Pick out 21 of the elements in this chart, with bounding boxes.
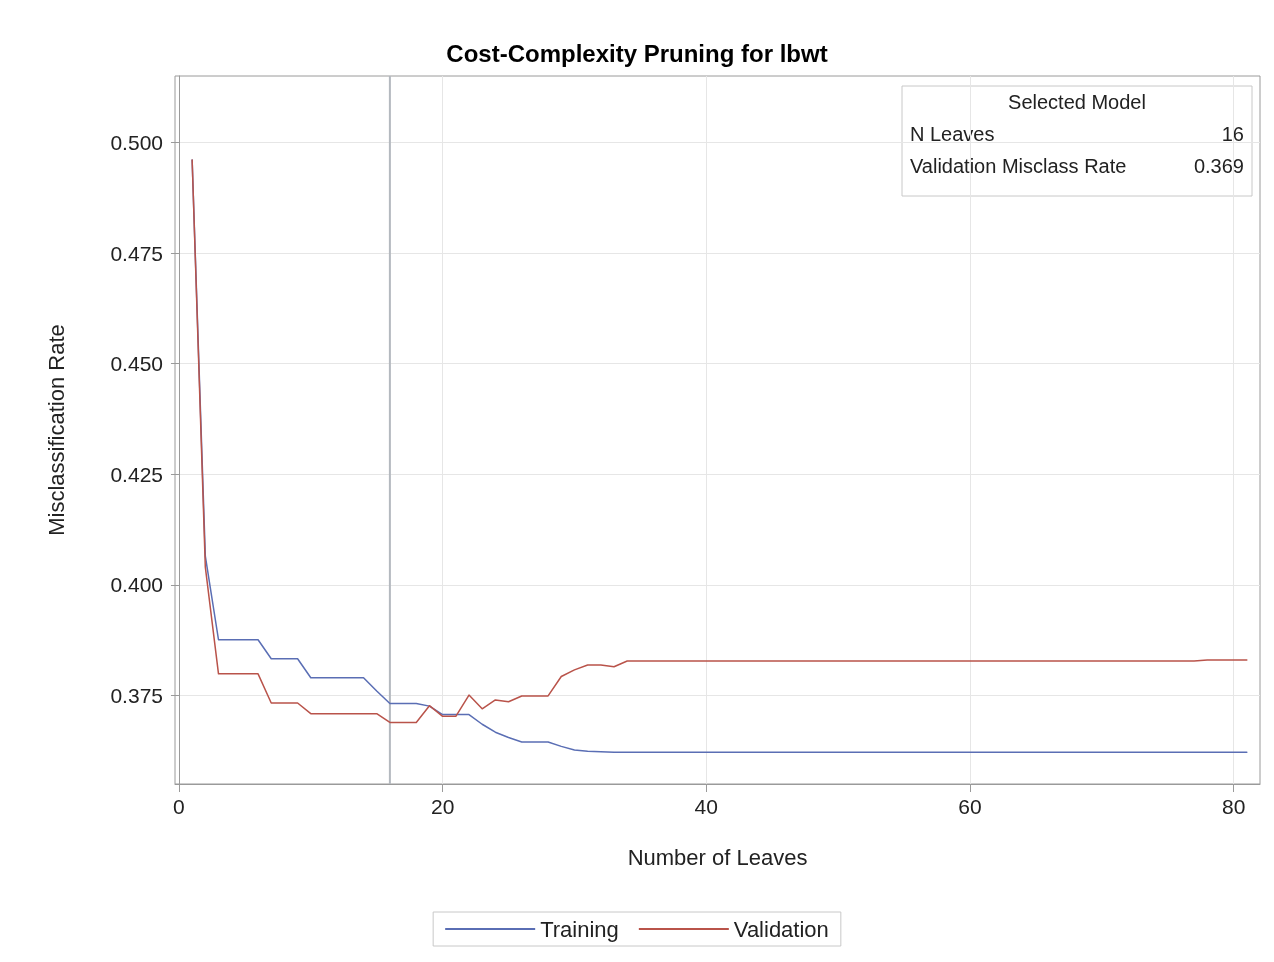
x-tick-label: 20: [430, 795, 455, 818]
annotation: Selected Model: [1008, 91, 1146, 113]
x-tick-label: 0: [173, 795, 185, 818]
x-tick-label: 40: [694, 795, 718, 818]
legend-label: Validation: [733, 916, 829, 942]
annotation: N Leaves: [910, 123, 995, 145]
chart-title: Cost-Complexity Pruning for lbwt: [446, 39, 828, 67]
y-tick-label: 0.475: [110, 241, 163, 265]
annotation: Validation Misclass Rate: [910, 155, 1127, 177]
y-tick-label: 0.425: [110, 462, 163, 486]
y-tick-label: 0.400: [110, 573, 163, 597]
y-axis-title: Misclassification Rate: [43, 324, 69, 536]
y-tick-label: 0.500: [110, 130, 163, 154]
y-tick-label: 0.450: [110, 352, 163, 376]
legend-label: Training: [540, 916, 619, 942]
x-tick-label: 60: [958, 795, 982, 818]
annotation: 0.369: [1193, 155, 1244, 177]
annotation: 16: [1221, 123, 1244, 145]
y-tick-label: 0.375: [110, 684, 163, 707]
x-axis-title: Number of Leaves: [627, 844, 808, 870]
x-tick-label: 80: [1221, 795, 1246, 818]
